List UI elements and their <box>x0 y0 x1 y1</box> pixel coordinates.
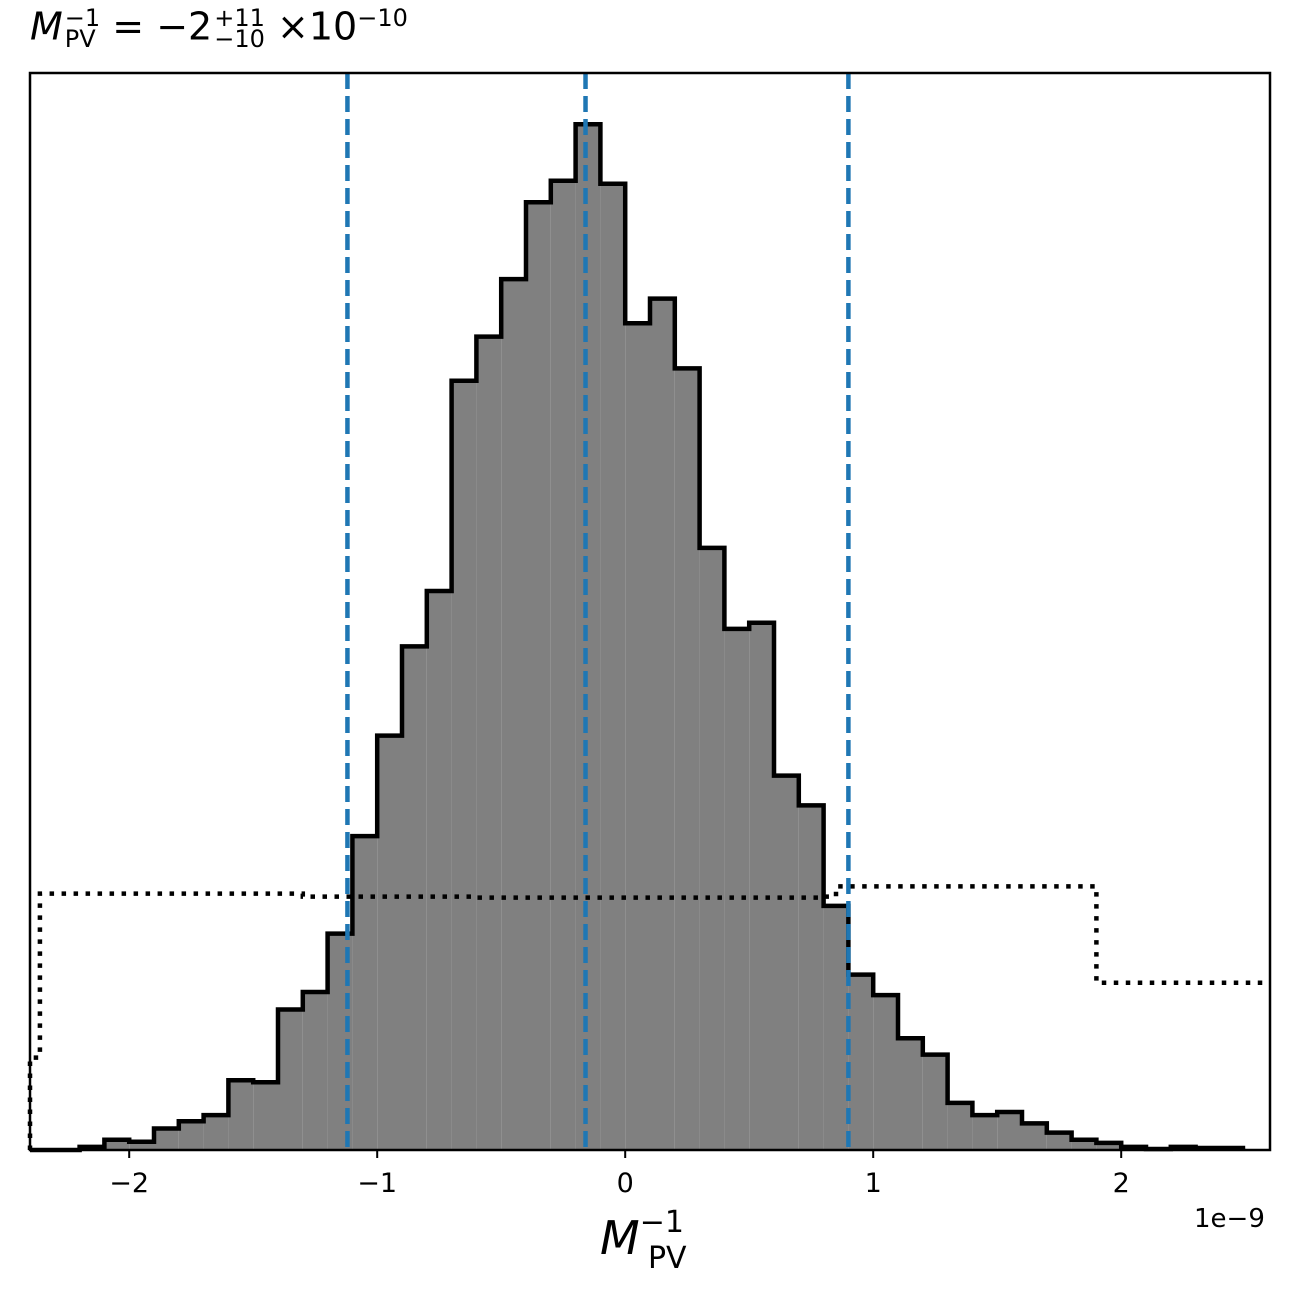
histogram-bar <box>203 1115 229 1150</box>
histogram-bar <box>154 1128 179 1150</box>
x-tick-label: 0 <box>617 1168 634 1199</box>
title-value: −2 <box>156 4 213 49</box>
histogram-bar <box>575 124 601 1150</box>
x-tick-label: 2 <box>1113 1168 1130 1199</box>
histogram-bar <box>972 1115 998 1150</box>
histogram-bar <box>947 1102 973 1150</box>
histogram-bar <box>997 1112 1022 1150</box>
x-axis-label: M−1PV <box>600 1205 687 1276</box>
histogram-bar <box>352 836 378 1150</box>
histogram-bar <box>823 905 849 1150</box>
plot-frame <box>28 71 1272 1152</box>
title-times: × <box>277 4 309 49</box>
histogram-bar <box>228 1080 254 1150</box>
histogram-bar <box>650 298 675 1151</box>
histogram-bar <box>253 1082 278 1150</box>
histogram-bar <box>774 775 799 1150</box>
histogram-bar <box>600 183 626 1150</box>
x-tick-label: −1 <box>357 1168 397 1199</box>
title-err-plus: +11 <box>214 3 265 32</box>
x-axis-label-sup: −1 <box>639 1205 684 1240</box>
histogram-bar <box>501 279 526 1150</box>
histogram-bar <box>476 336 502 1150</box>
histogram-bar <box>1022 1123 1047 1150</box>
histogram-bar <box>402 646 427 1150</box>
x-axis-offset-text: 1e−9 <box>1194 1204 1265 1234</box>
prior-step-line <box>27 884 1270 1150</box>
histogram-bar <box>724 628 750 1150</box>
histogram-bar <box>377 735 402 1150</box>
histogram-bar <box>873 995 898 1150</box>
histogram-bar <box>104 1139 130 1150</box>
histogram-bar <box>1046 1132 1072 1150</box>
histogram-layer <box>30 122 1246 1153</box>
quantile-lines-layer <box>345 73 851 1150</box>
histogram-bar <box>674 368 700 1150</box>
histogram-bar <box>922 1054 948 1150</box>
histogram-bar <box>699 547 725 1150</box>
histogram-bar <box>625 323 650 1150</box>
x-ticks: −2 −1 0 1 2 <box>109 1150 1130 1199</box>
title-symbol-scripts: −1 PV <box>64 3 101 54</box>
prior-layer <box>27 884 1270 1150</box>
title-symbol-sub: PV <box>64 25 96 54</box>
histogram-bar <box>178 1121 204 1150</box>
histogram-bar <box>451 380 477 1150</box>
title-scale-exp: −10 <box>357 4 408 32</box>
histogram-bar <box>798 805 824 1150</box>
title-symbol: M <box>30 4 63 49</box>
title-scale-base: 10 <box>308 4 358 49</box>
histogram-bar <box>1096 1142 1122 1150</box>
histogram-bar <box>749 622 774 1150</box>
histogram-outline <box>30 122 1246 1153</box>
x-tick-label: 1 <box>865 1168 882 1199</box>
histogram-bar <box>426 590 452 1150</box>
histogram-bar <box>526 202 551 1151</box>
histogram-bar <box>302 992 328 1150</box>
histogram-bar <box>550 180 576 1150</box>
histogram-bar <box>129 1141 154 1150</box>
histogram-bar <box>848 974 874 1150</box>
title-symbol-sup: −1 <box>64 3 101 32</box>
title-errors: +11 −10 <box>214 3 265 54</box>
x-axis-label-sub: PV <box>647 1241 687 1276</box>
chart-title: M −1 PV = −2 +11 −10 ×10−10 <box>30 4 408 51</box>
histogram-bar <box>278 1009 303 1150</box>
title-err-minus: −10 <box>214 25 265 54</box>
x-tick-label: −2 <box>109 1168 149 1199</box>
histogram-bar <box>1071 1139 1097 1150</box>
x-axis-label-symbol: M <box>600 1211 640 1265</box>
histogram-bar <box>898 1038 923 1150</box>
title-equals: = <box>112 4 145 49</box>
